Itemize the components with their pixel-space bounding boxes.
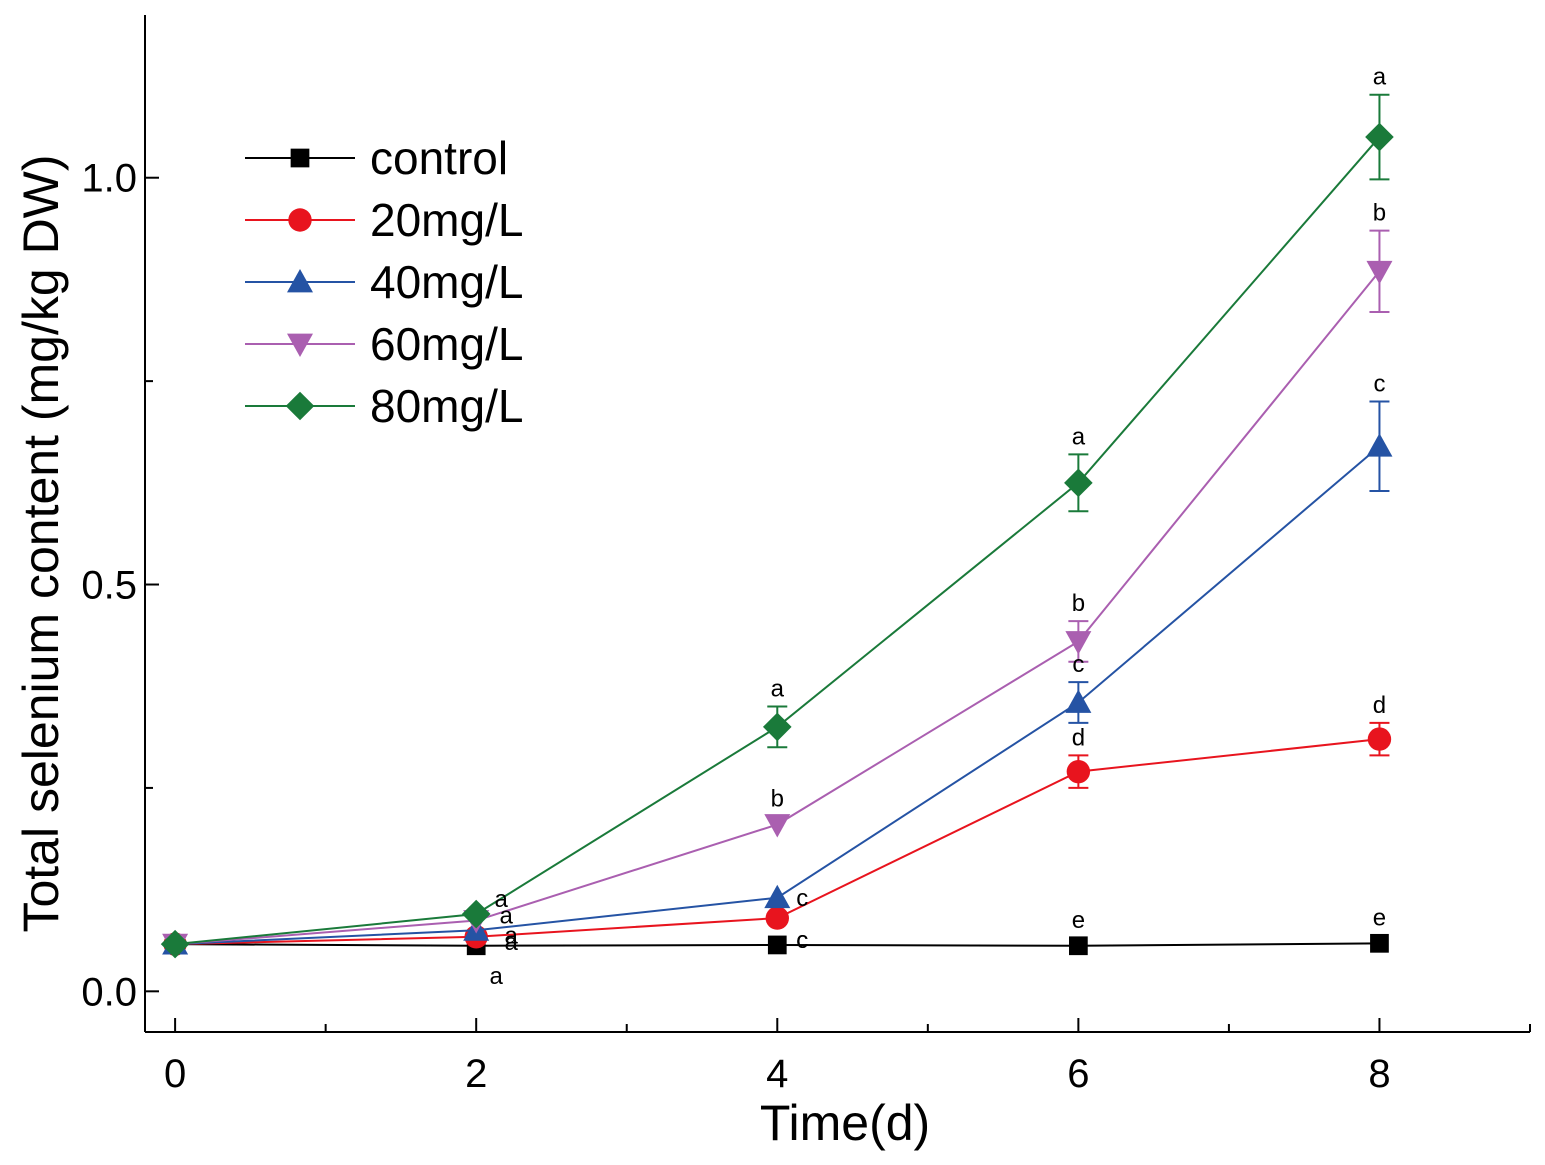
data-point <box>461 899 491 929</box>
significance-label: a <box>1373 64 1387 91</box>
significance-label: a <box>505 929 519 956</box>
x-tick-label: 4 <box>766 1052 788 1096</box>
data-point <box>1065 631 1092 655</box>
data-point <box>1065 689 1092 713</box>
significance-label: a <box>1072 423 1086 450</box>
legend-item: 40mg/L <box>245 256 523 308</box>
data-point <box>764 814 791 838</box>
legend-marker <box>287 269 313 293</box>
legend-item: control <box>245 132 508 184</box>
axes: 0 2 4 6 8 0.0 0.5 1.0 <box>81 15 1531 1096</box>
legend-item: 20mg/L <box>245 194 523 246</box>
legend-label: 40mg/L <box>370 256 523 308</box>
significance-label: d <box>1072 724 1085 751</box>
significance-label: a <box>495 886 509 913</box>
significance-label: a <box>500 903 514 930</box>
significance-label: a <box>490 963 504 990</box>
series-20mg-l <box>163 721 1392 956</box>
data-point <box>1366 260 1393 285</box>
significance-label: b <box>1373 200 1386 227</box>
significance-label: d <box>1373 692 1386 719</box>
data-point <box>1066 759 1091 784</box>
legend-label: 20mg/L <box>370 194 523 246</box>
data-point <box>1367 727 1392 751</box>
y-tick-label: 0.5 <box>81 564 137 608</box>
x-axis-title: Time(d) <box>760 1095 930 1151</box>
y-axis-title: Total selenium content (mg/kg DW) <box>13 154 69 932</box>
significance-label: e <box>1072 907 1085 934</box>
data-point <box>1370 933 1389 953</box>
significance-label: b <box>771 786 784 813</box>
data-point <box>762 712 792 742</box>
legend-item: 80mg/L <box>245 380 523 432</box>
y-tick-label: 1.0 <box>81 157 137 201</box>
legend: control 20mg/L 40mg/L 60mg/L 80mg/L <box>245 132 523 432</box>
x-tick-label: 2 <box>465 1052 487 1096</box>
legend-marker <box>290 148 310 168</box>
legend-marker <box>287 333 313 357</box>
legend-label: control <box>370 132 508 184</box>
data-point <box>1365 122 1394 152</box>
x-tick-label: 6 <box>1067 1052 1089 1096</box>
data-point <box>1366 433 1393 457</box>
significance-label: e <box>1373 904 1386 931</box>
series-80mg-l <box>160 93 1394 959</box>
series-layer <box>160 93 1394 959</box>
data-point <box>1064 468 1093 498</box>
significance-label: a <box>771 676 785 703</box>
significance-label: c <box>796 885 808 912</box>
significance-label: c <box>1373 370 1385 397</box>
series-60mg-l <box>162 229 1393 958</box>
legend-marker <box>285 391 315 421</box>
x-tick-label: 8 <box>1368 1052 1390 1096</box>
data-point <box>160 929 190 959</box>
legend-label: 80mg/L <box>370 380 523 432</box>
x-tick-label: 0 <box>164 1052 186 1096</box>
significance-label: c <box>1072 651 1084 678</box>
significance-label: a <box>505 922 519 949</box>
y-tick-label: 0.0 <box>81 970 137 1014</box>
data-point <box>1069 936 1088 956</box>
significance-label: c <box>796 927 808 954</box>
data-point <box>767 935 787 955</box>
legend-item: 60mg/L <box>245 318 523 370</box>
significance-label: c <box>796 927 808 954</box>
significance-label: b <box>1072 590 1085 617</box>
data-point <box>764 884 791 909</box>
data-point <box>765 906 789 930</box>
legend-label: 60mg/L <box>370 318 523 370</box>
legend-marker <box>288 208 312 232</box>
series-line <box>175 270 1381 946</box>
